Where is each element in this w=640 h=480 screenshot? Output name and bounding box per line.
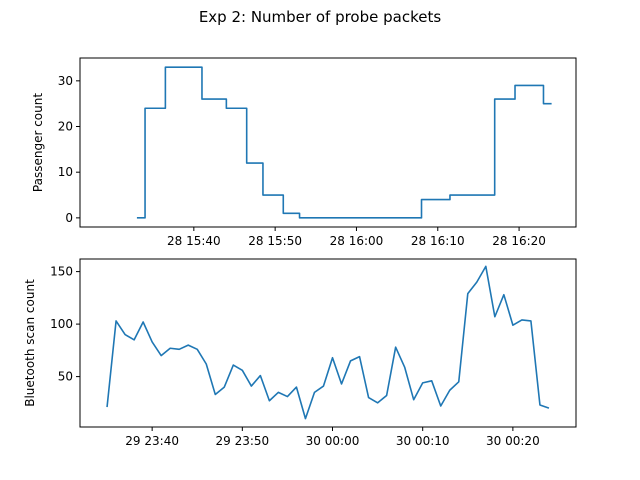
top-x-tick-label: 28 16:00: [330, 234, 384, 248]
top-x-tick-label: 28 15:40: [167, 234, 221, 248]
bottom-series-line: [106, 265, 550, 420]
chart-title: Exp 2: Number of probe packets: [199, 8, 442, 26]
top-series-line: [136, 66, 552, 219]
bottom-x-tick-label: 29 23:40: [125, 434, 179, 448]
bottom-y-tick-label: 100: [50, 317, 73, 331]
top-x-tick-label: 28 16:20: [492, 234, 546, 248]
top-x-tick-label: 28 15:50: [248, 234, 302, 248]
top-axes-frame: [79, 57, 577, 228]
top-y-tick-label: 0: [65, 211, 73, 225]
top-x-tick-label: 28 16:10: [411, 234, 465, 248]
top-axes: 28 15:40 28 15:50 28 16:00 28 16:10 28 16:20…: [31, 57, 577, 248]
bottom-x-tick-label: 30 00:10: [396, 434, 450, 448]
bottom-x-tick-label: 30 00:00: [306, 434, 360, 448]
bottom-y-axis-label: Bluetooth scan count: [23, 279, 37, 407]
bottom-y-tick-label: 50: [58, 370, 73, 384]
top-y-axis-label: Passenger count: [31, 93, 45, 192]
bottom-x-tick-label: 29 23:50: [215, 434, 269, 448]
bottom-axes: 29 23:40 29 23:50 30 00:00 30 00:10 30 00:20…: [23, 258, 577, 448]
bottom-axes-frame: [79, 258, 577, 428]
top-y-tick-label: 20: [58, 120, 73, 134]
top-y-tick-label: 10: [58, 165, 73, 179]
top-y-tick-label: 30: [58, 74, 73, 88]
bottom-y-tick-label: 150: [50, 265, 73, 279]
bottom-x-tick-label: 30 00:20: [486, 434, 540, 448]
